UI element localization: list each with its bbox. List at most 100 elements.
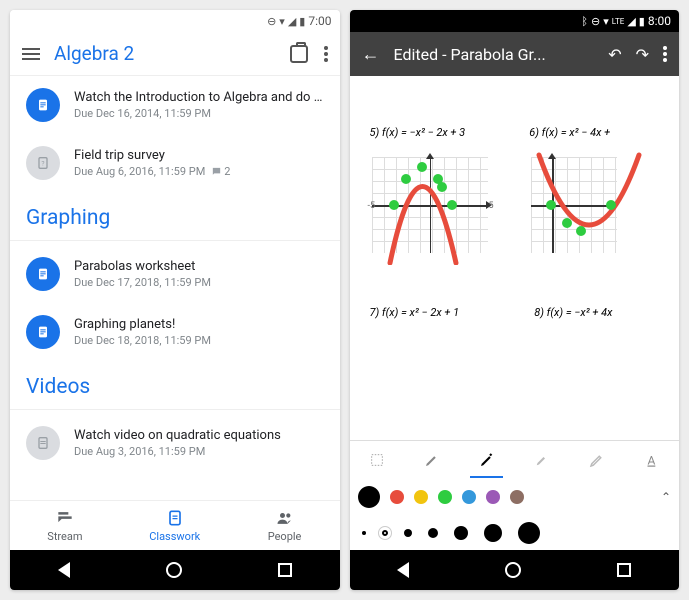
tool-eraser[interactable] <box>569 441 624 478</box>
status-time: 7:00 <box>308 14 331 28</box>
item-title: Graphing planets! <box>74 317 324 332</box>
size-dot[interactable] <box>518 522 540 544</box>
section-header: Videos <box>10 361 340 405</box>
plot-point <box>606 200 616 210</box>
equation: 6) f(x) = x² − 4x + <box>529 126 669 139</box>
graph-grid <box>519 145 629 265</box>
appbar-title: Algebra 2 <box>54 42 276 65</box>
undo-button[interactable]: ↶ <box>608 45 621 64</box>
recent-nav[interactable] <box>617 563 631 577</box>
item-due: Due Aug 6, 2016, 11:59 PM 2 <box>74 165 324 178</box>
plot-point <box>417 162 427 172</box>
size-picker <box>350 516 680 550</box>
back-nav[interactable] <box>58 562 70 578</box>
color-swatch[interactable] <box>462 490 476 504</box>
plot-point <box>437 182 447 192</box>
color-palette: ⌃ <box>350 478 680 516</box>
tool-highlighter[interactable] <box>514 441 569 478</box>
assignment-icon[interactable] <box>290 45 308 63</box>
svg-text:?: ? <box>41 160 44 168</box>
palette-expand[interactable]: ⌃ <box>661 490 671 504</box>
appbar-actions <box>290 45 328 63</box>
status-time: 8:00 <box>648 14 671 28</box>
equation: 7) f(x) = x² − 2x + 1 <box>370 306 515 319</box>
color-swatch[interactable] <box>486 490 500 504</box>
drawing-tools: A <box>350 440 680 478</box>
item-due: Due Dec 16, 2014, 11:59 PM <box>74 107 324 120</box>
plot-point <box>401 174 411 184</box>
dnd-icon: ⊖ <box>267 15 276 28</box>
divider <box>10 409 340 410</box>
signal-icon: ◢ <box>288 15 296 28</box>
size-dot[interactable] <box>382 530 388 536</box>
lte-icon: LTE <box>612 17 625 26</box>
tool-text[interactable]: A <box>624 441 679 478</box>
assignment-item[interactable]: Watch the Introduction to Algebra and do… <box>10 76 340 134</box>
assignment-icon <box>26 88 60 122</box>
class-content: Watch the Introduction to Algebra and do… <box>10 76 340 500</box>
color-swatch[interactable] <box>390 490 404 504</box>
divider <box>10 240 340 241</box>
plot-point <box>546 200 556 210</box>
editor-appbar: ← Edited - Parabola Gr... ↶ ↷ <box>350 32 680 76</box>
dnd-icon: ⊖ <box>591 15 600 28</box>
item-due: Due Dec 18, 2018, 11:59 PM <box>74 334 324 347</box>
item-text: Parabolas worksheet Due Dec 17, 2018, 11… <box>74 259 324 289</box>
battery-icon: ▮ <box>299 15 305 28</box>
problem-8: 8) f(x) = −x² + 4x <box>524 306 679 325</box>
back-button[interactable]: ← <box>362 44 380 65</box>
plot-point <box>562 218 572 228</box>
overflow-menu-button[interactable] <box>663 46 667 62</box>
color-swatch[interactable] <box>414 490 428 504</box>
size-dot[interactable] <box>484 524 502 542</box>
assignment-icon <box>26 426 60 460</box>
plot-point <box>576 226 586 236</box>
assignment-item[interactable]: Graphing planets! Due Dec 18, 2018, 11:5… <box>10 303 340 361</box>
size-dot[interactable] <box>454 526 468 540</box>
graph-grid: -5 5 <box>360 145 500 265</box>
assignment-item[interactable]: Parabolas worksheet Due Dec 17, 2018, 11… <box>10 245 340 303</box>
tool-marker[interactable] <box>459 441 514 478</box>
home-nav[interactable] <box>166 562 182 578</box>
color-swatch[interactable] <box>438 490 452 504</box>
assignment-item[interactable]: Watch video on quadratic equations Due A… <box>10 414 340 472</box>
item-due: Due Dec 17, 2018, 11:59 PM <box>74 276 324 289</box>
color-swatch[interactable] <box>510 490 524 504</box>
parabola-curve <box>360 145 500 265</box>
size-dot[interactable] <box>362 531 366 535</box>
plot-point <box>447 200 457 210</box>
back-nav[interactable] <box>397 562 409 578</box>
item-text: Field trip survey Due Aug 6, 2016, 11:59… <box>74 148 324 178</box>
app-bar: Algebra 2 <box>10 32 340 76</box>
problem-6: 6) f(x) = x² − 4x + <box>519 126 669 265</box>
status-bar: ᛒ ⊖ ▾ LTE ◢ ▮ 8:00 <box>350 10 680 32</box>
android-nav <box>350 550 680 590</box>
color-swatch[interactable] <box>358 486 380 508</box>
redo-button[interactable]: ↷ <box>636 45 649 64</box>
assignment-icon <box>26 257 60 291</box>
tab-classwork[interactable]: Classwork <box>120 501 230 550</box>
parabola-curve <box>519 145 659 265</box>
tab-stream[interactable]: Stream <box>10 501 120 550</box>
equation: 8) f(x) = −x² + 4x <box>534 306 679 319</box>
tool-select[interactable] <box>350 441 405 478</box>
phone-editor: ᛒ ⊖ ▾ LTE ◢ ▮ 8:00 ← Edited - Parabola G… <box>350 10 680 590</box>
recent-nav[interactable] <box>278 563 292 577</box>
menu-button[interactable] <box>22 48 40 60</box>
problems-row1: 5) f(x) = −x² − 2x + 3 -5 5 <box>350 76 680 275</box>
assignment-item[interactable]: ? Field trip survey Due Aug 6, 2016, 11:… <box>10 134 340 192</box>
document-canvas[interactable]: 5) f(x) = −x² − 2x + 3 -5 5 <box>350 76 680 440</box>
plot-point <box>389 200 399 210</box>
tab-people[interactable]: People <box>230 501 340 550</box>
tool-pen[interactable] <box>404 441 459 478</box>
bottom-tabs: Stream Classwork People <box>10 500 340 550</box>
item-text: Watch the Introduction to Algebra and do… <box>74 90 324 120</box>
question-icon: ? <box>26 146 60 180</box>
overflow-menu-button[interactable] <box>324 46 328 62</box>
item-title: Parabolas worksheet <box>74 259 324 274</box>
home-nav[interactable] <box>505 562 521 578</box>
size-dot[interactable] <box>428 528 438 538</box>
status-bar: ⊖ ▾ ◢ ▮ 7:00 <box>10 10 340 32</box>
size-dot[interactable] <box>404 529 412 537</box>
bluetooth-icon: ᛒ <box>581 15 588 28</box>
